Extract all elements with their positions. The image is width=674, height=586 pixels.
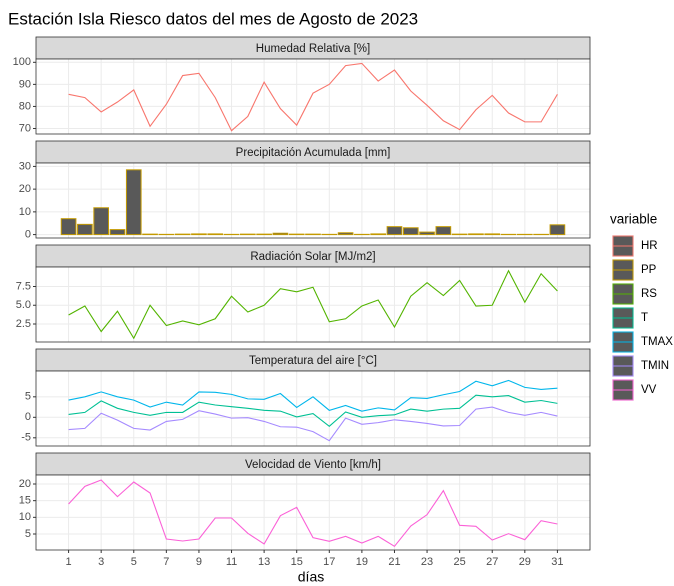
x-tick-label: 7 — [163, 556, 169, 568]
bar — [272, 232, 289, 236]
y-tick-label: 30 — [19, 160, 31, 172]
panel-border — [35, 474, 591, 551]
y-tick-label: -5 — [21, 432, 31, 444]
legend-label: HR — [641, 240, 658, 252]
panel-border — [35, 370, 591, 447]
x-tick-label: 25 — [454, 556, 466, 568]
bar — [337, 232, 354, 236]
y-tick-label: 10 — [19, 206, 31, 218]
bar — [386, 226, 403, 236]
panel-border — [35, 266, 591, 343]
bar — [60, 218, 77, 236]
panel-bg — [36, 475, 590, 550]
strip-title: Precipitación Acumulada [mm] — [236, 147, 391, 159]
x-tick-label: 17 — [323, 556, 335, 568]
panel-border — [35, 58, 591, 135]
y-tick-label: 90 — [19, 78, 31, 90]
bar — [125, 169, 142, 236]
y-tick-label: 5 — [25, 528, 31, 540]
y-tick-label: 80 — [19, 100, 31, 112]
y-tick-label: 7.5 — [16, 280, 31, 292]
strip-title: Temperatura del aire [°C] — [249, 355, 377, 367]
x-tick-label: 13 — [258, 556, 270, 568]
chart-title: Estación Isla Riesco datos del mes de Ag… — [8, 9, 418, 28]
legend-label: VV — [641, 384, 657, 396]
y-tick-label: 5.0 — [16, 299, 31, 311]
bar — [207, 233, 224, 236]
legend-label: RS — [641, 288, 657, 300]
line — [68, 379, 558, 412]
bar — [435, 226, 452, 236]
x-tick-label: 29 — [519, 556, 531, 568]
x-tick-label: 21 — [388, 556, 400, 568]
x-tick-label: 15 — [291, 556, 303, 568]
x-tick-label: 23 — [421, 556, 433, 568]
x-tick-label: 3 — [98, 556, 104, 568]
legend-label: T — [641, 312, 648, 324]
y-tick-label: 10 — [19, 511, 31, 523]
y-tick-label: 15 — [19, 495, 31, 507]
line — [68, 406, 558, 442]
x-tick-label: 31 — [551, 556, 563, 568]
x-tick-label: 11 — [226, 556, 237, 568]
legend-label: TMAX — [641, 336, 673, 348]
bar — [484, 233, 501, 236]
line — [68, 62, 558, 132]
y-tick-label: 0 — [25, 411, 31, 423]
x-tick-label: 19 — [356, 556, 368, 568]
x-tick-label: 1 — [66, 556, 72, 568]
y-tick-label: 100 — [13, 56, 31, 68]
bar — [419, 231, 435, 236]
bar — [109, 229, 126, 236]
y-tick-label: 5 — [25, 391, 31, 403]
bar — [468, 233, 484, 236]
bar — [549, 224, 566, 236]
y-tick-label: 20 — [19, 183, 31, 195]
line — [68, 269, 558, 340]
bar — [191, 233, 207, 236]
strip-title: Radiación Solar [MJ/m2] — [250, 251, 375, 263]
legend-label: PP — [641, 264, 657, 276]
bar — [93, 207, 110, 236]
x-tick-label: 5 — [131, 556, 137, 568]
line — [68, 394, 558, 428]
legend-title: variable — [610, 212, 657, 227]
panel-bg — [36, 163, 590, 238]
y-tick-label: 2.5 — [16, 318, 31, 330]
x-tick-label: 9 — [196, 556, 202, 568]
legend-label: TMIN — [641, 360, 669, 372]
line — [68, 479, 558, 548]
strip-title: Humedad Relativa [%] — [256, 43, 370, 55]
bar — [402, 227, 419, 236]
panel-bg — [36, 267, 590, 342]
x-tick-label: 27 — [486, 556, 498, 568]
panel-border — [35, 162, 591, 239]
y-tick-label: 0 — [25, 228, 31, 240]
y-tick-label: 20 — [19, 478, 31, 490]
bar — [370, 233, 387, 236]
y-tick-label: 70 — [19, 122, 31, 134]
panel-bg — [36, 59, 590, 134]
bar — [77, 223, 93, 236]
x-axis-label: días — [298, 569, 324, 585]
strip-title: Velocidad de Viento [km/h] — [245, 459, 381, 471]
